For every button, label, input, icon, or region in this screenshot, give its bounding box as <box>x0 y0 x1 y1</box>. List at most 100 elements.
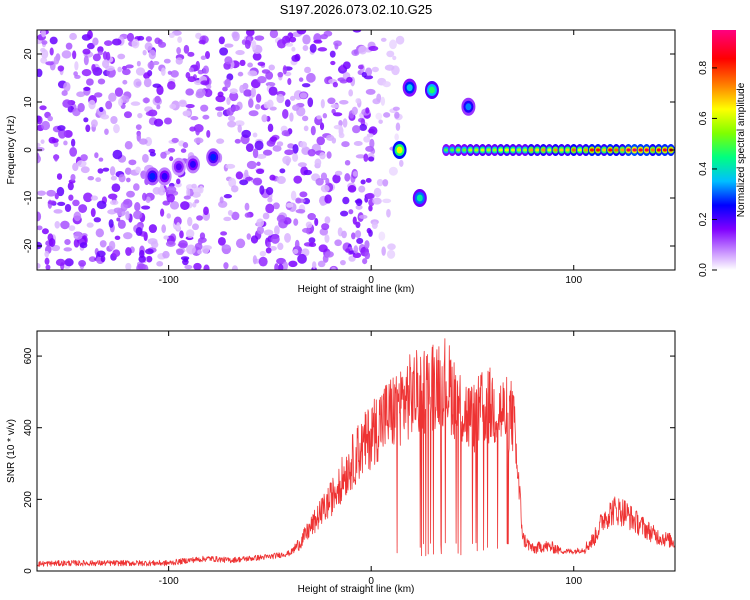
spectrogram-x-tick-label: 100 <box>565 275 582 286</box>
spectrogram-noise-cell <box>263 229 274 236</box>
spectrogram-noise-cell <box>96 250 106 258</box>
spectrogram-noise-cell <box>64 238 71 246</box>
spectrogram-noise-cell <box>355 221 361 229</box>
spectrogram-noise-cell <box>256 226 265 235</box>
spectrogram-noise-cell <box>123 200 130 205</box>
spectrogram-noise-cell <box>265 71 274 80</box>
snr-y-tick-label: 400 <box>23 419 34 436</box>
spectrogram-noise-cell <box>37 142 41 148</box>
spectrogram-band-core <box>571 148 576 152</box>
spectrogram-noise-cell <box>128 159 137 166</box>
spectrogram-noise-cell <box>156 104 161 110</box>
spectrogram-spot-core <box>175 163 182 171</box>
spectrogram-noise-cell <box>197 238 203 245</box>
spectrogram-noise-cell <box>292 248 299 254</box>
spectrogram-noise-cell <box>277 71 284 78</box>
spectrogram-band-core <box>517 148 522 152</box>
spectrogram-noise-cell <box>287 78 292 86</box>
spectrogram-noise-cell <box>342 196 350 205</box>
spectrogram-noise-cell <box>232 31 240 42</box>
spectrogram-band-core <box>486 148 491 152</box>
spectrogram-noise-cell <box>49 36 58 45</box>
spectrogram-noise-cell <box>57 65 65 72</box>
spectrogram-noise-cell <box>160 208 165 217</box>
spectrogram-noise-cell <box>51 138 59 143</box>
spectrogram-noise-cell <box>299 141 307 149</box>
spectrogram-noise-cell <box>284 232 291 243</box>
spectrogram-noise-cell <box>178 239 188 249</box>
spectrogram-noise-cell <box>79 242 88 249</box>
spectrogram-noise-cell <box>171 137 179 143</box>
spectrogram-noise-cell <box>239 84 245 94</box>
spectrogram-noise-cell <box>136 132 142 142</box>
snr-y-tick-label: 600 <box>23 347 34 364</box>
spectrogram-noise-cell <box>302 227 311 233</box>
spectrogram-noise-cell <box>278 263 284 270</box>
spectrogram-noise-cell <box>252 177 263 186</box>
spectrogram-noise-cell <box>378 119 383 124</box>
spectrogram-noise-cell <box>368 205 373 212</box>
spectrogram-noise-cell <box>244 169 249 178</box>
spectrogram-noise-cell <box>307 97 314 108</box>
spectrogram-noise-cell <box>282 108 289 119</box>
spectrogram-noise-cell <box>317 47 328 52</box>
spectrogram-noise-cell <box>294 239 300 250</box>
spectrogram-noise-cell <box>65 42 73 50</box>
spectrogram-noise-cell <box>315 178 324 186</box>
spectrogram-noise-cell <box>102 167 110 172</box>
spectrogram-band-core <box>662 148 667 152</box>
spectrogram-noise-cell <box>324 251 334 258</box>
spectrogram-noise-cell <box>250 235 259 244</box>
spectrogram-noise-cell <box>333 124 343 130</box>
spectrogram-noise-cell <box>192 201 197 208</box>
spectrogram-noise-cell <box>116 217 121 222</box>
spectrogram-noise-cell <box>269 136 278 142</box>
spectrogram-noise-cell <box>229 88 238 94</box>
spectrogram-noise-cell <box>167 80 176 90</box>
spectrogram-noise-cell <box>351 49 360 57</box>
spectrogram-noise-cell <box>160 67 166 77</box>
spectrogram-noise-cell <box>330 60 336 66</box>
spectrogram-band-core <box>510 148 515 152</box>
spectrogram-band-core <box>492 148 497 152</box>
spectrogram-noise-cell <box>152 83 162 88</box>
spectrogram-noise-cell <box>358 214 368 219</box>
spectrogram-band-core <box>626 148 631 152</box>
spectrogram-noise-cell <box>69 147 78 157</box>
spectrogram-noise-cell <box>262 149 273 156</box>
snr-x-axis-label: Height of straight line (km) <box>298 584 415 595</box>
spectrogram-noise-cell <box>354 230 362 238</box>
spectrogram-noise-cell <box>389 39 397 50</box>
spectrogram-noise-cell <box>384 64 395 71</box>
spectrogram-noise-cell <box>201 245 210 254</box>
spectrogram-noise-cell <box>221 244 231 249</box>
spectrogram-band-core <box>480 148 485 152</box>
spectrogram-noise-cell <box>231 104 240 112</box>
spectrogram-noise-cell <box>299 191 308 198</box>
spectrogram-noise-cell <box>382 179 389 187</box>
spectrogram-noise-cell <box>142 264 149 270</box>
spectrogram-band-core <box>638 148 643 152</box>
spectrogram-noise-cell <box>133 183 140 191</box>
spectrogram-noise-cell <box>291 46 296 52</box>
spectrogram-noise-cell <box>41 120 51 131</box>
spectrogram-noise-cell <box>195 32 202 39</box>
spectrogram-spot-core <box>189 160 196 168</box>
spectrogram-band-core <box>474 148 479 152</box>
spectrogram-noise-cell <box>394 111 400 119</box>
snr-y-axis-label: SNR (10 * v/v) <box>6 419 17 483</box>
spectrogram-noise-cell <box>176 178 181 185</box>
spectrogram-noise-cell <box>381 246 386 256</box>
spectrogram-spot-core <box>396 146 403 154</box>
spectrogram-noise-cell <box>46 189 57 197</box>
spectrogram-noise-cell <box>352 171 358 177</box>
spectrogram-noise-cell <box>229 91 239 102</box>
spectrogram-noise-cell <box>355 98 361 104</box>
spectrogram-noise-cell <box>126 190 135 198</box>
spectrogram-noise-cell <box>329 50 336 58</box>
spectrogram-noise-cell <box>246 233 252 240</box>
spectrogram-noise-cell <box>197 249 202 255</box>
spectrogram-noise-cell <box>365 145 375 152</box>
spectrogram-noise-cell <box>265 186 274 196</box>
spectrogram-y-tick-label: -20 <box>23 238 34 253</box>
